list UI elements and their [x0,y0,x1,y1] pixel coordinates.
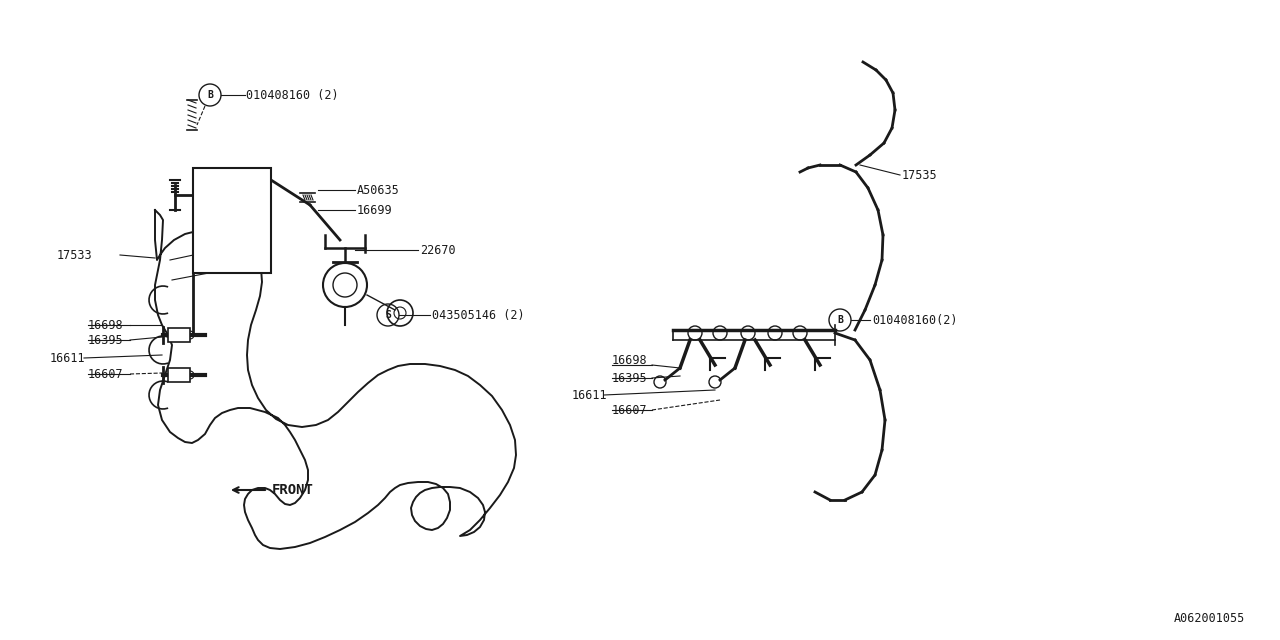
Text: 16607: 16607 [612,403,648,417]
Text: 17533: 17533 [58,248,92,262]
Text: 16699: 16699 [357,204,393,216]
Bar [168,328,189,342]
Text: B: B [207,90,212,100]
Text: 16698: 16698 [612,353,648,367]
Text: 16607: 16607 [88,367,124,381]
Text: A50635: A50635 [357,184,399,196]
Text: 16395: 16395 [88,333,124,346]
Bar [193,168,271,273]
Text: A062001055: A062001055 [1174,612,1245,625]
Text: 16395: 16395 [612,371,648,385]
Text: S: S [385,310,390,320]
Text: 16611: 16611 [50,351,86,365]
Text: 043505146 (2): 043505146 (2) [433,308,525,321]
Text: 16698: 16698 [88,319,124,332]
Text: 010408160 (2): 010408160 (2) [246,88,339,102]
Text: 010408160(2): 010408160(2) [872,314,957,326]
Text: 22670: 22670 [420,243,456,257]
Text: 16611: 16611 [572,388,608,401]
Text: B: B [837,315,844,325]
Text: FRONT: FRONT [273,483,314,497]
Text: 17535: 17535 [902,168,938,182]
Bar [168,368,189,382]
